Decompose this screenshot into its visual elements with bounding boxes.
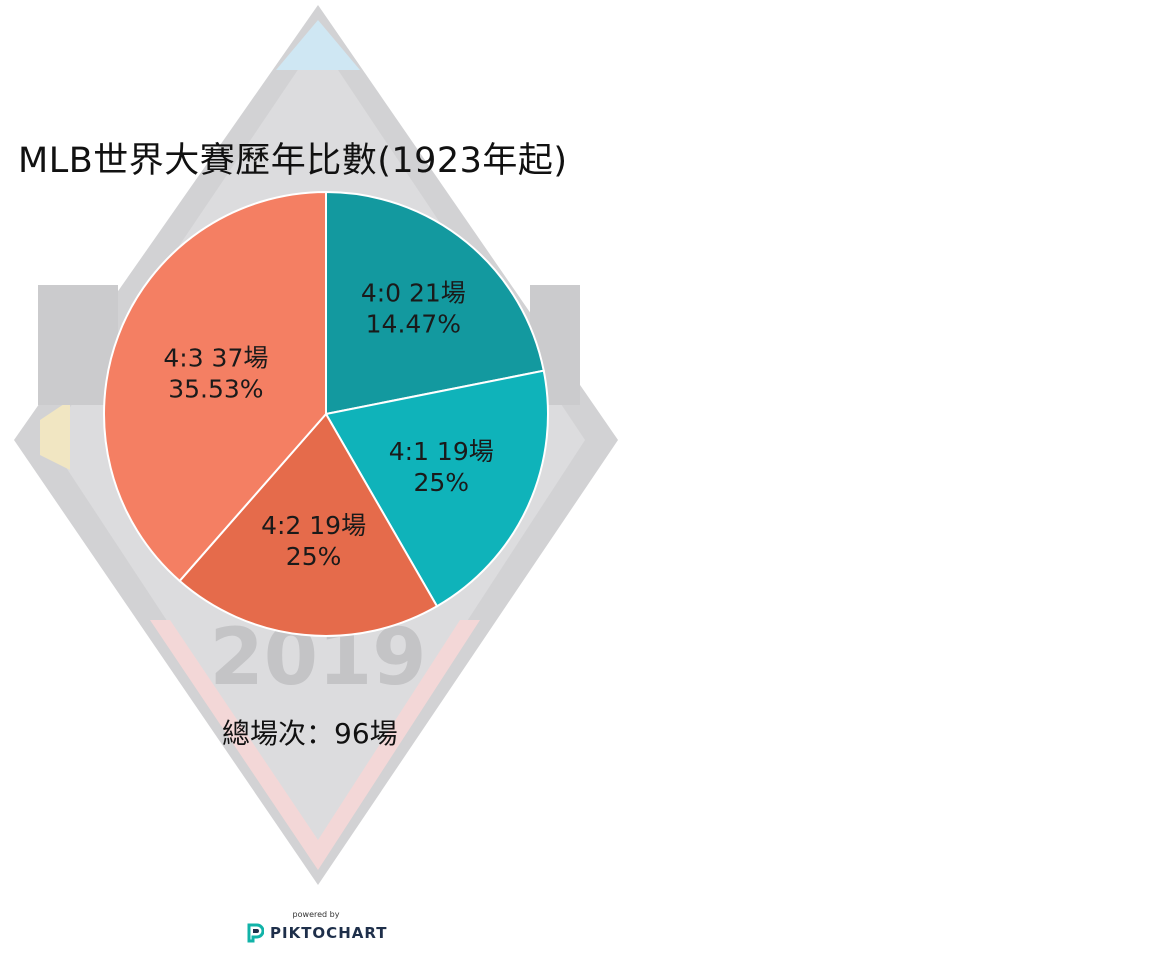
brand-name: PIKTOCHART	[270, 924, 387, 942]
slice-percent-label: 14.47%	[366, 310, 461, 339]
powered-by-text: powered by	[246, 910, 386, 919]
slice-games-label: 4:2 19場	[261, 511, 366, 540]
brand-row: PIKTOCHART	[246, 923, 396, 943]
slice-games-label: 4:1 19場	[389, 437, 494, 466]
slice-percent-label: 25%	[286, 542, 342, 571]
total-games-label: 總場次：96場	[222, 712, 398, 752]
slice-games-label: 4:0 21場	[361, 279, 466, 308]
slice-percent-label: 25%	[413, 468, 469, 497]
slice-percent-label: 35.53%	[168, 375, 263, 404]
piktochart-logo-icon	[246, 923, 264, 943]
piktochart-footer[interactable]: powered by PIKTOCHART	[246, 910, 396, 943]
slice-games-label: 4:3 37場	[163, 344, 268, 373]
infographic: 2019 MLB世界大賽歷年比數(1923年起) 4:0 21場 14.47% 4:…	[0, 0, 640, 960]
